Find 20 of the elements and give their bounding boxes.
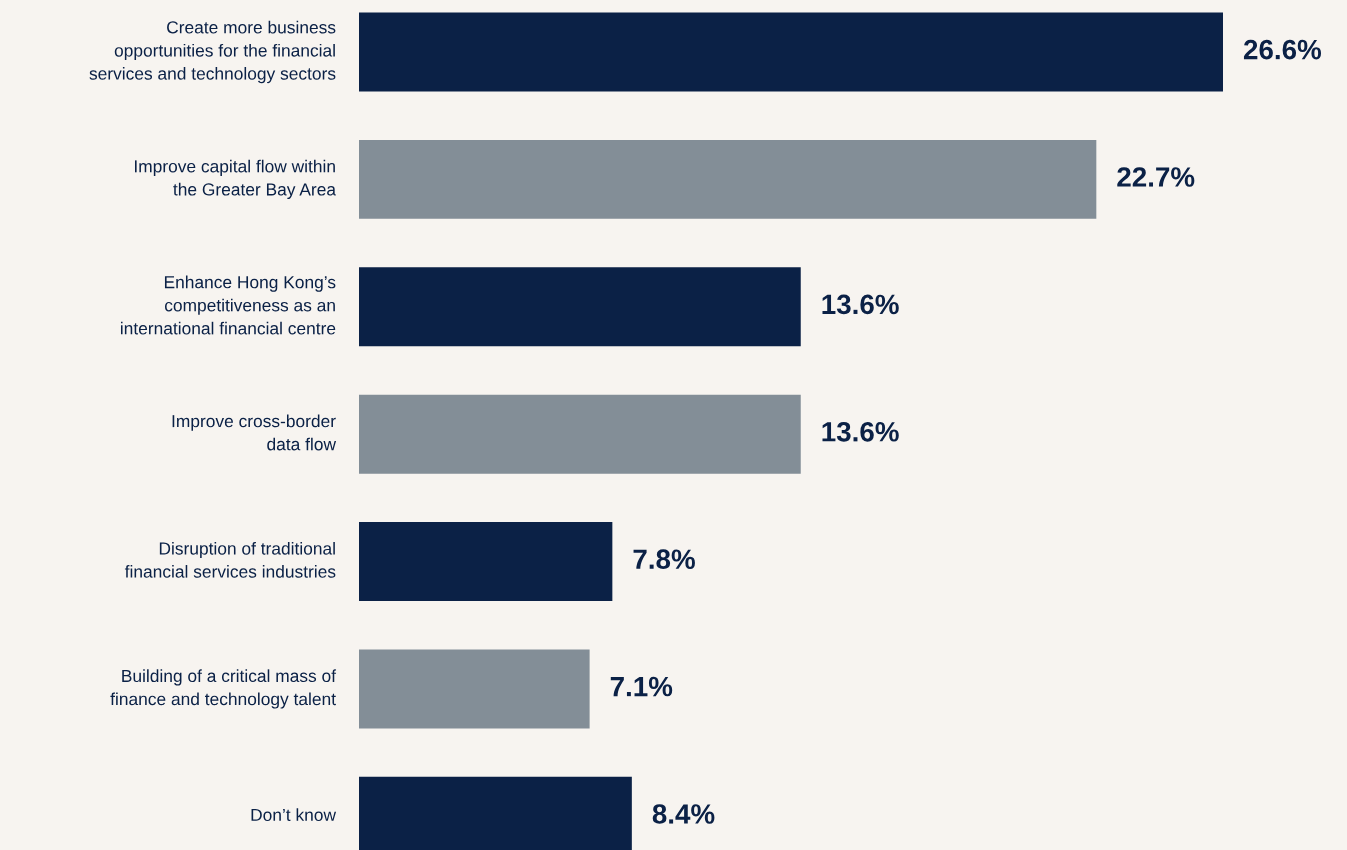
bar — [359, 394, 801, 474]
y-tick-label: Create more business opportunities for the financial services and technology sectors — [89, 20, 336, 84]
bar — [359, 139, 1097, 219]
y-tick-label: Improve capital flow within the Greater Bay Area — [134, 159, 337, 200]
y-tick-label: Building of a critical mass of finance and technology talent — [110, 669, 337, 709]
data-label: 7.8% — [633, 549, 695, 570]
y-tick-label: Don’t know — [251, 808, 337, 822]
data-label: 7.1% — [610, 676, 673, 697]
data-label: 13.6% — [822, 294, 899, 315]
bar — [359, 267, 801, 347]
bar — [359, 522, 613, 602]
y-tick-label: Enhance Hong Kong’s competitiveness as an international financial centre — [120, 275, 336, 335]
y-tick-label: Disruption of traditional financial services industries — [124, 541, 336, 578]
bar — [359, 649, 590, 729]
bar — [359, 12, 1223, 92]
data-label: 8.4% — [652, 804, 715, 824]
data-label: 22.7% — [1117, 167, 1195, 187]
data-label: 26.6% — [1243, 39, 1322, 60]
data-label: 13.6% — [822, 421, 899, 442]
y-tick-label: Improve cross-border data flow — [172, 414, 337, 451]
